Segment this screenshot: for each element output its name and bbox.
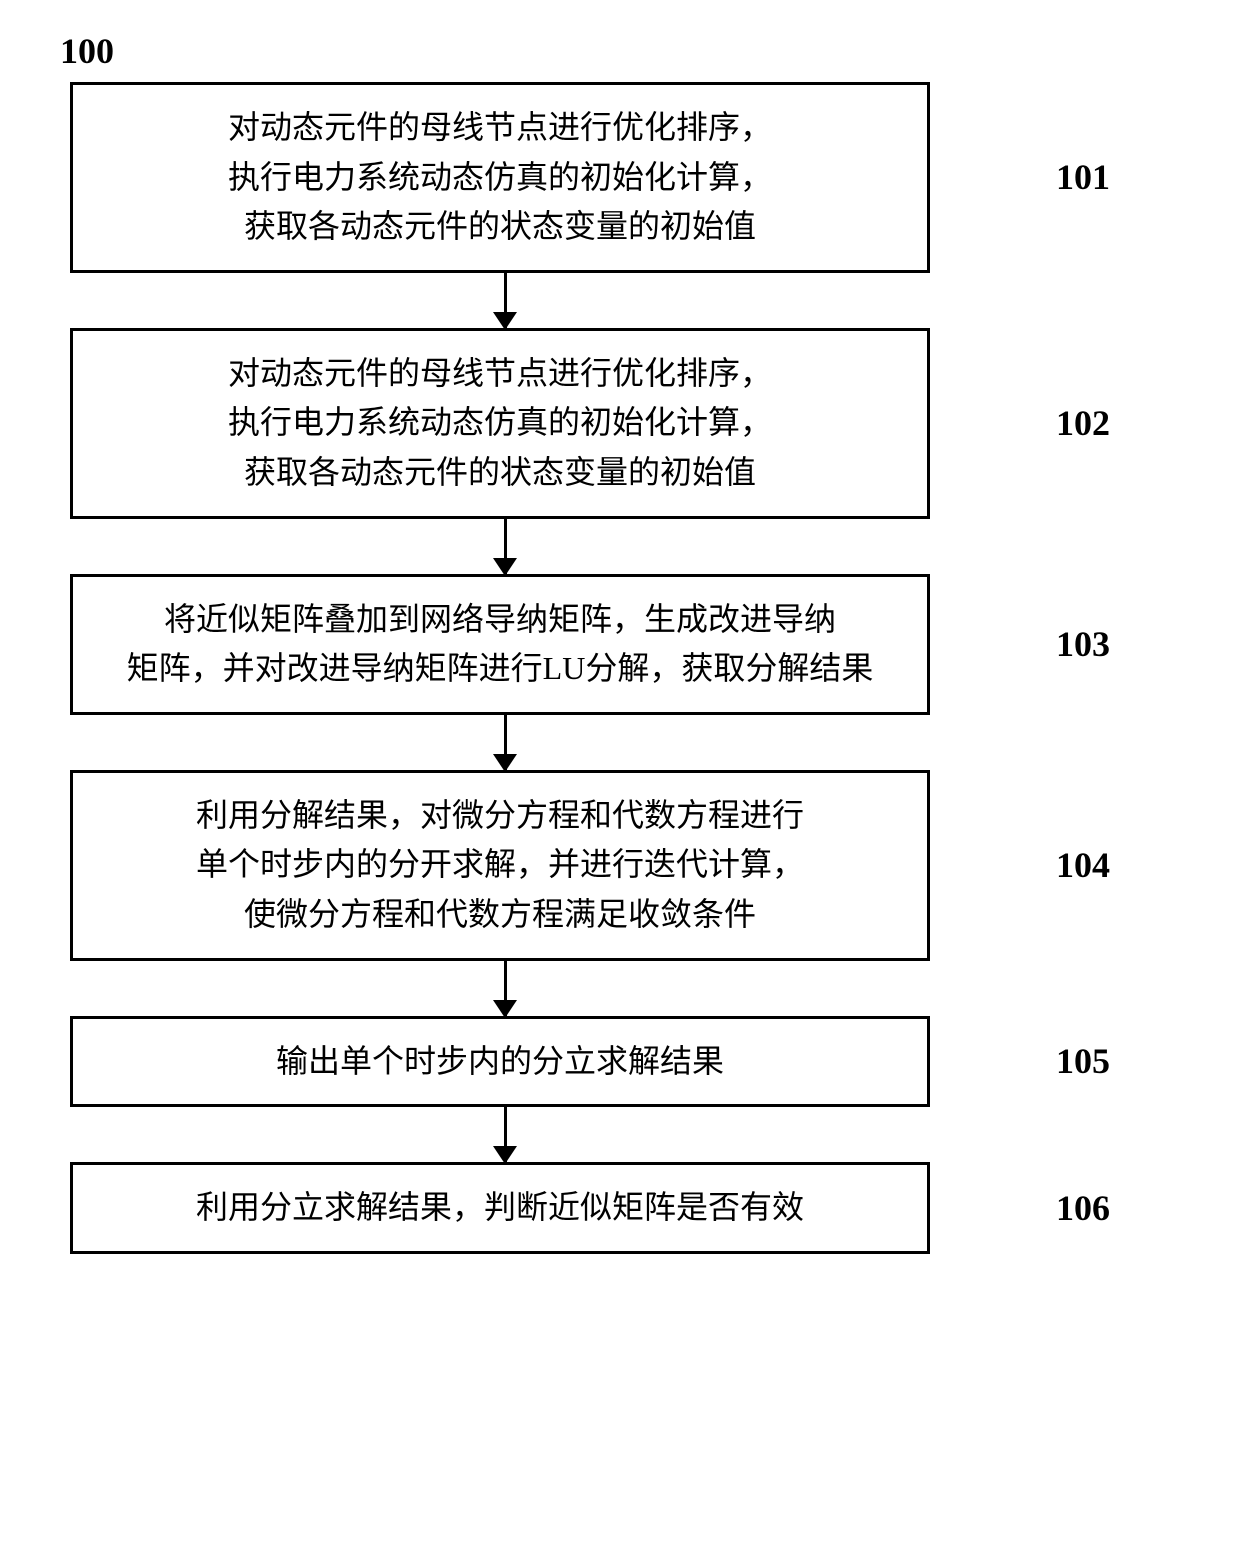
flow-box-3: 将近似矩阵叠加到网络导纳矩阵，生成改进导纳 矩阵，并对改进导纳矩阵进行LU分解，… [70,574,930,715]
box-text-line: 执行电力系统动态仿真的初始化计算， [103,153,897,203]
box-text-line: 单个时步内的分开求解，并进行迭代计算， [103,840,897,890]
flow-step-6: 利用分立求解结果，判断近似矩阵是否有效 106 [60,1162,1180,1254]
box-text-line: 获取各动态元件的状态变量的初始值 [103,202,897,252]
flow-box-6: 利用分立求解结果，判断近似矩阵是否有效 [70,1162,930,1254]
arrow-1-2 [70,273,940,328]
arrow-down-icon [504,273,507,328]
arrow-down-icon [504,519,507,574]
flow-box-5: 输出单个时步内的分立求解结果 [70,1016,930,1108]
arrow-5-6 [70,1107,940,1162]
box-text-line: 对动态元件的母线节点进行优化排序， [103,349,897,399]
step-number-5: 105 [1056,1040,1110,1082]
box-text-line: 利用分解结果，对微分方程和代数方程进行 [103,791,897,841]
step-number-6: 106 [1056,1187,1110,1229]
step-number-3: 103 [1056,623,1110,665]
step-number-1: 101 [1056,156,1110,198]
flow-box-4: 利用分解结果，对微分方程和代数方程进行 单个时步内的分开求解，并进行迭代计算， … [70,770,930,961]
arrow-3-4 [70,715,940,770]
box-text-line: 对动态元件的母线节点进行优化排序， [103,103,897,153]
flow-box-2: 对动态元件的母线节点进行优化排序， 执行电力系统动态仿真的初始化计算， 获取各动… [70,328,930,519]
box-text-line: 矩阵，并对改进导纳矩阵进行LU分解，获取分解结果 [103,644,897,694]
flow-step-2: 对动态元件的母线节点进行优化排序， 执行电力系统动态仿真的初始化计算， 获取各动… [60,328,1180,519]
step-number-4: 104 [1056,844,1110,886]
flow-step-3: 将近似矩阵叠加到网络导纳矩阵，生成改进导纳 矩阵，并对改进导纳矩阵进行LU分解，… [60,574,1180,715]
box-text-line: 执行电力系统动态仿真的初始化计算， [103,398,897,448]
arrow-2-3 [70,519,940,574]
flow-box-1: 对动态元件的母线节点进行优化排序， 执行电力系统动态仿真的初始化计算， 获取各动… [70,82,930,273]
box-text-line: 输出单个时步内的分立求解结果 [103,1037,897,1087]
box-text-line: 将近似矩阵叠加到网络导纳矩阵，生成改进导纳 [103,595,897,645]
flow-step-4: 利用分解结果，对微分方程和代数方程进行 单个时步内的分开求解，并进行迭代计算， … [60,770,1180,961]
box-text-line: 获取各动态元件的状态变量的初始值 [103,448,897,498]
flow-step-5: 输出单个时步内的分立求解结果 105 [60,1016,1180,1108]
arrow-down-icon [504,1107,507,1162]
box-text-line: 利用分立求解结果，判断近似矩阵是否有效 [103,1183,897,1233]
flow-step-1: 对动态元件的母线节点进行优化排序， 执行电力系统动态仿真的初始化计算， 获取各动… [60,82,1180,273]
arrow-4-5 [70,961,940,1016]
diagram-title-number: 100 [60,30,1180,72]
arrow-down-icon [504,715,507,770]
step-number-2: 102 [1056,402,1110,444]
arrow-down-icon [504,961,507,1016]
flowchart-container: 100 对动态元件的母线节点进行优化排序， 执行电力系统动态仿真的初始化计算， … [60,30,1180,1254]
box-text-line: 使微分方程和代数方程满足收敛条件 [103,890,897,940]
